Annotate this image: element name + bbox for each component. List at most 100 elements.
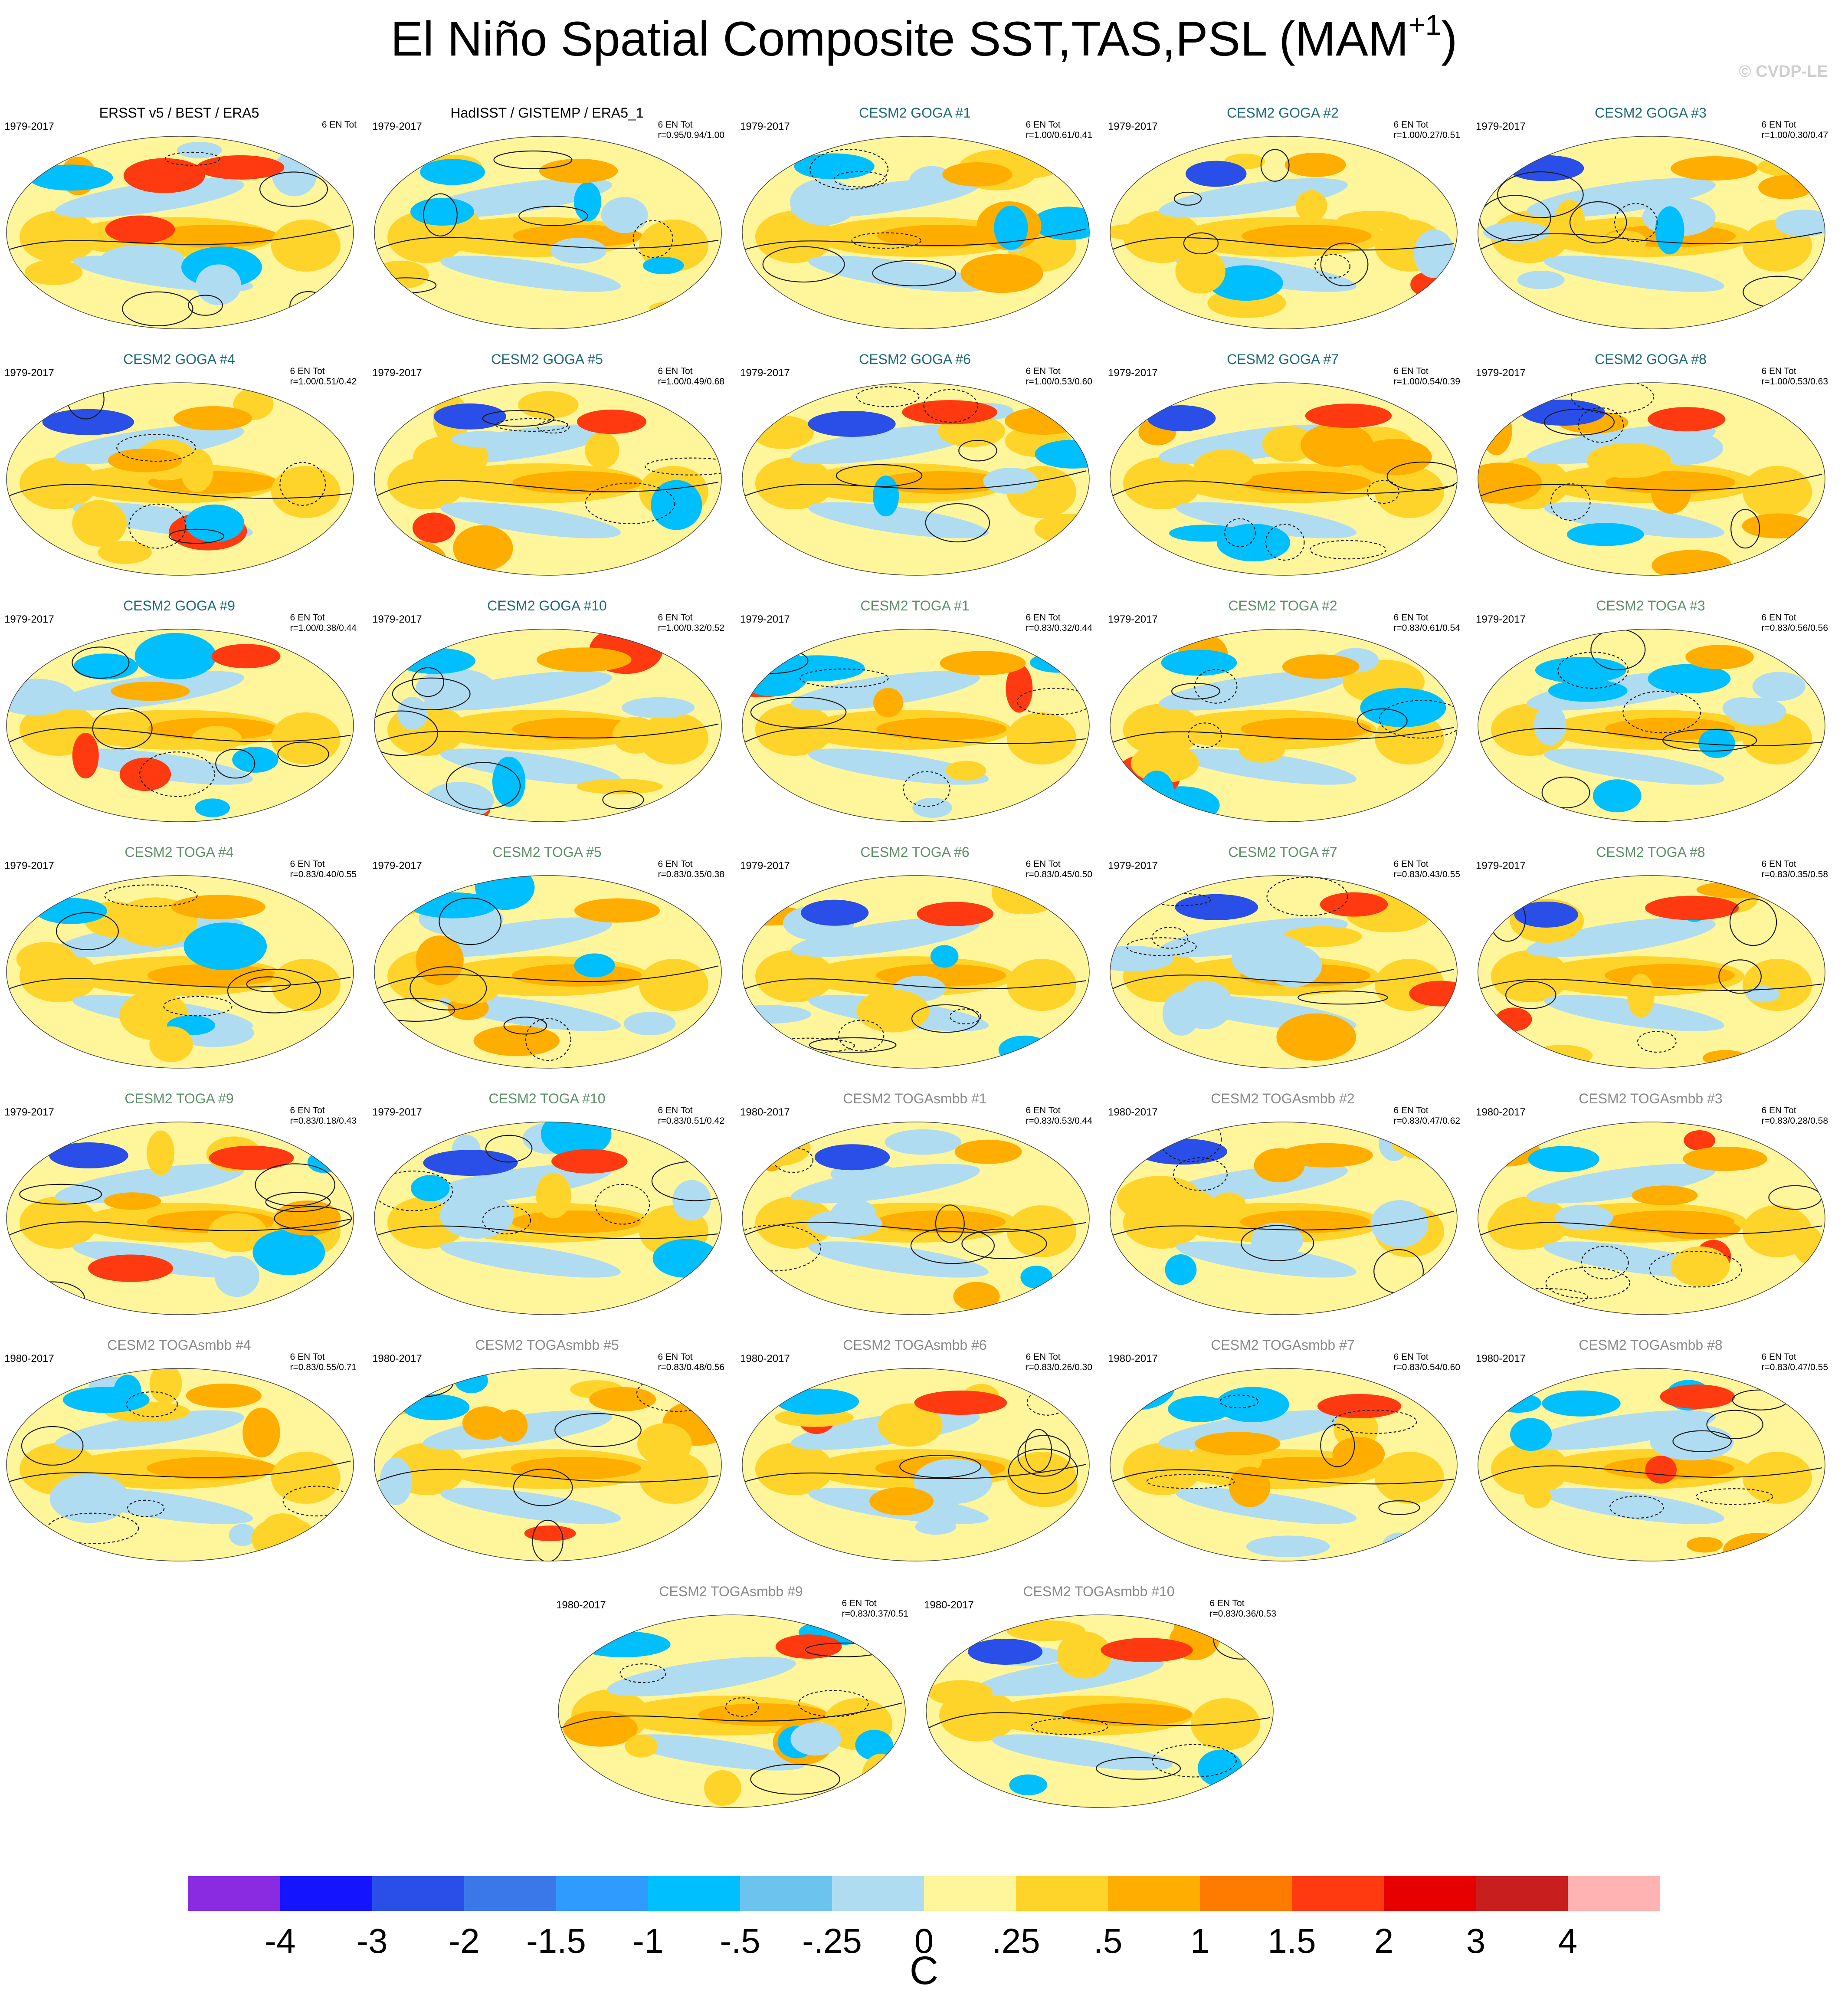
pattern-correlation-label: r=1.00/0.49/0.68 [658,377,724,387]
copyright-label: © CVDP-LE [1739,62,1828,81]
event-count-label: 6 EN Tot [1761,366,1796,376]
event-count-label: 6 EN Tot [1393,120,1429,130]
event-count-label: 6 EN Tot [1026,859,1061,869]
panel-stats: 6 EN Tot r=0.83/0.45/0.50 [1026,859,1092,880]
panel-period: 1979-2017 [4,367,54,379]
panel-stats: 6 EN Tot r=1.00/0.32/0.52 [658,613,724,633]
composite-map [374,136,722,329]
composite-map [1110,875,1458,1069]
pattern-correlation-label: r=0.83/0.35/0.38 [658,869,724,880]
panel-stats: 6 EN Tot r=1.00/0.53/0.63 [1761,366,1828,387]
panel-period: 1979-2017 [4,121,54,132]
map-panel: CESM2 TOGA #6 1979-2017 6 EN Tot r=0.83/0.4… [736,843,1094,1086]
panel-stats: 6 EN Tot r=0.83/0.53/0.44 [1026,1105,1092,1126]
event-count-label: 6 EN Tot [1761,120,1796,130]
colorbar-swatch [188,1876,280,1911]
panel-title: CESM2 GOGA #3 [1595,105,1707,121]
event-count-label: 6 EN Tot [658,859,693,869]
colorbar-swatch [1476,1876,1568,1911]
panel-title: CESM2 TOGA #2 [1228,598,1337,613]
panel-stats: 6 EN Tot r=0.83/0.26/0.30 [1026,1352,1092,1373]
panel-title: CESM2 TOGA #1 [860,598,970,613]
colorbar-tick-label: 1.5 [1268,1922,1316,1960]
composite-map [1478,875,1825,1069]
composite-map [374,1122,722,1315]
pattern-correlation-label: r=0.83/0.48/0.56 [658,1362,724,1373]
panel-title: CESM2 TOGA #6 [860,844,970,860]
composite-map [742,1368,1090,1561]
panel-period: 1979-2017 [1108,121,1158,132]
pattern-correlation-label: r=1.00/0.27/0.51 [1393,130,1460,141]
panel-stats: 6 EN Tot r=1.00/0.54/0.39 [1393,366,1460,387]
composite-map [1478,629,1825,822]
pattern-correlation-label: r=0.83/0.40/0.55 [290,869,357,880]
map-panel: CESM2 TOGAsmbb #1 1980-2017 6 EN Tot r=0.83… [736,1090,1094,1333]
composite-map [6,382,354,576]
event-count-label: 6 EN Tot [658,1352,693,1362]
colorbar-swatch [1200,1876,1292,1911]
pattern-correlation-label: r=0.83/0.32/0.44 [1026,623,1092,633]
colorbar-tick-label: 2 [1374,1922,1394,1960]
composite-map [1110,136,1458,329]
panel-title: CESM2 GOGA #9 [123,598,235,613]
panel-stats: 6 EN Tot r=0.83/0.37/0.51 [842,1598,908,1619]
panel-title: CESM2 TOGAsmbb #2 [1211,1091,1355,1106]
event-count-label: 6 EN Tot [290,613,325,623]
colorbar-swatch [1016,1876,1108,1911]
colorbar-unit: C [909,1949,939,1993]
colorbar-swatch [924,1876,1016,1911]
map-panel: CESM2 TOGAsmbb #6 1980-2017 6 EN Tot r=0.83… [736,1336,1094,1579]
colorbar-swatch [464,1876,556,1911]
map-panel: CESM2 TOGAsmbb #4 1980-2017 6 EN Tot r=0.83… [0,1336,358,1579]
map-panel: CESM2 TOGAsmbb #10 1980-2017 6 EN Tot r=0.8… [920,1583,1278,1826]
event-count-label: 6 EN Tot [290,859,325,869]
pattern-correlation-label: r=0.83/0.26/0.30 [1026,1362,1092,1373]
panel-period: 1979-2017 [1108,367,1158,379]
panel-title: CESM2 TOGA #5 [492,844,602,860]
pattern-correlation-label: r=0.83/0.47/0.62 [1393,1116,1460,1126]
event-count-label: 6 EN Tot [321,120,357,130]
panel-stats: 6 EN Tot r=0.83/0.54/0.60 [1393,1352,1460,1373]
panel-title: CESM2 TOGA #8 [1596,844,1705,860]
panel-stats: 6 EN Tot r=1.00/0.53/0.60 [1026,366,1092,387]
composite-map [1110,382,1458,576]
pattern-correlation-label: r=0.83/0.36/0.53 [1209,1609,1276,1619]
event-count-label: 6 EN Tot [1209,1598,1245,1608]
composite-map [742,629,1090,822]
event-count-label: 6 EN Tot [658,613,693,623]
panel-period: 1979-2017 [372,613,422,625]
map-panel: CESM2 GOGA #6 1979-2017 6 EN Tot r=1.00/0.5… [736,351,1094,594]
panel-title: CESM2 GOGA #4 [123,351,235,367]
panel-period: 1980-2017 [740,1353,790,1365]
pattern-correlation-label: r=0.83/0.35/0.58 [1761,869,1828,880]
composite-map [6,629,354,822]
map-panel: CESM2 GOGA #3 1979-2017 6 EN Tot r=1.00/0.3… [1471,104,1830,347]
panel-period: 1979-2017 [740,860,790,872]
event-count-label: 6 EN Tot [658,1105,693,1115]
panel-stats: 6 EN Tot r=0.83/0.48/0.56 [658,1352,724,1373]
colorbar-tick-label: -3 [357,1922,388,1960]
colorbar-swatch [740,1876,832,1911]
panel-period: 1979-2017 [740,613,790,625]
composite-map [6,1122,354,1315]
panel-title: CESM2 GOGA #2 [1227,105,1339,121]
panel-stats: 6 EN Tot r=1.00/0.51/0.42 [290,366,357,387]
panel-stats: 6 EN Tot r=0.83/0.32/0.44 [1026,613,1092,633]
panel-stats: 6 EN Tot r=0.83/0.47/0.62 [1393,1105,1460,1126]
pattern-correlation-label: r=0.83/0.53/0.44 [1026,1116,1092,1126]
panel-title: HadISST / GISTEMP / ERA5_1 [450,105,644,121]
event-count-label: 6 EN Tot [290,366,325,376]
panel-period: 1980-2017 [924,1599,974,1611]
map-panel: CESM2 TOGA #5 1979-2017 6 EN Tot r=0.83/0.3… [368,843,726,1086]
map-panel: CESM2 GOGA #10 1979-2017 6 EN Tot r=1.00/0.… [368,597,726,840]
panel-stats: 6 EN Tot r=0.83/0.40/0.55 [290,859,357,880]
pattern-correlation-label: r=1.00/0.38/0.44 [290,623,357,633]
panel-stats: 6 EN Tot r=0.83/0.35/0.38 [658,859,724,880]
composite-map [742,1122,1090,1315]
event-count-label: 6 EN Tot [658,366,693,376]
composite-map [926,1614,1274,1808]
panel-stats: 6 EN Tot r=0.83/0.56/0.56 [1761,613,1828,633]
panel-period: 1979-2017 [372,1106,422,1118]
pattern-correlation-label: r=0.95/0.94/1.00 [658,130,724,141]
colorbar-swatch [280,1876,372,1911]
